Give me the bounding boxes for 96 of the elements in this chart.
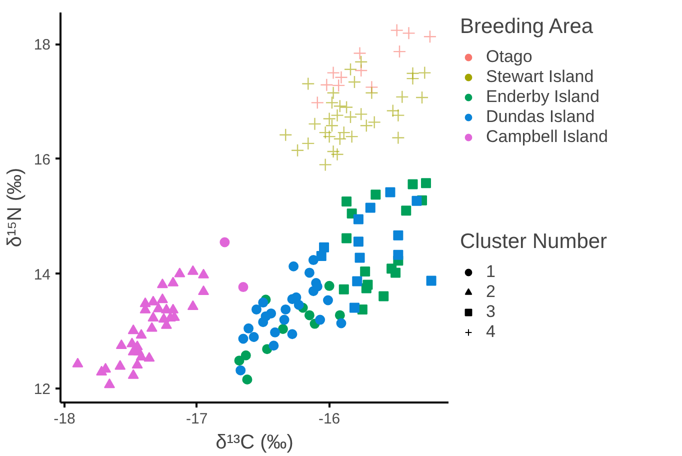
point bbox=[270, 327, 280, 338]
point bbox=[258, 317, 268, 328]
legend-label: 1 bbox=[486, 262, 496, 282]
point bbox=[187, 265, 198, 275]
point bbox=[279, 314, 290, 325]
point bbox=[390, 268, 401, 278]
legend-title: Breeding Area bbox=[460, 15, 594, 39]
point bbox=[240, 350, 251, 360]
point bbox=[308, 255, 318, 266]
point bbox=[361, 283, 372, 294]
y-axis-title: δ¹⁵N (‰) bbox=[4, 168, 26, 248]
legend-label: 4 bbox=[486, 322, 496, 342]
point bbox=[288, 261, 299, 272]
point bbox=[242, 374, 252, 385]
point bbox=[278, 324, 288, 334]
point bbox=[198, 285, 210, 296]
point bbox=[287, 329, 298, 340]
point bbox=[349, 302, 360, 313]
point bbox=[238, 334, 248, 344]
point bbox=[104, 378, 115, 388]
point bbox=[244, 323, 254, 334]
point bbox=[168, 276, 179, 286]
legend-label: 3 bbox=[486, 302, 496, 322]
point bbox=[148, 296, 159, 306]
x-axis-title: δ¹³C (‰) bbox=[216, 432, 294, 454]
point bbox=[304, 268, 314, 278]
point bbox=[72, 358, 84, 368]
x-tick-label: -17 bbox=[186, 410, 208, 428]
point bbox=[168, 304, 179, 314]
point bbox=[401, 206, 412, 216]
point bbox=[220, 237, 230, 248]
point bbox=[174, 268, 186, 278]
point bbox=[280, 304, 291, 314]
legend-label: Stewart Island bbox=[486, 67, 594, 87]
point bbox=[136, 329, 147, 339]
text: Cluster Number bbox=[460, 230, 608, 254]
point bbox=[354, 252, 365, 263]
point bbox=[336, 318, 346, 328]
point bbox=[268, 340, 279, 351]
point bbox=[304, 310, 314, 320]
point bbox=[393, 230, 404, 240]
point bbox=[322, 295, 333, 306]
point bbox=[378, 291, 389, 302]
point bbox=[128, 369, 139, 379]
point bbox=[315, 314, 326, 325]
point bbox=[146, 322, 158, 332]
legend-label: Enderby Island bbox=[486, 87, 600, 107]
point bbox=[365, 202, 376, 213]
legend-label: 2 bbox=[486, 282, 496, 302]
point bbox=[420, 178, 431, 188]
point bbox=[148, 312, 159, 322]
point bbox=[324, 280, 334, 291]
point bbox=[140, 297, 151, 308]
point bbox=[238, 282, 248, 292]
point bbox=[248, 332, 259, 342]
point bbox=[251, 304, 262, 314]
point bbox=[236, 365, 246, 376]
point bbox=[342, 196, 352, 206]
point bbox=[342, 233, 352, 244]
y-tick-label: 14 bbox=[34, 266, 51, 284]
point bbox=[319, 242, 330, 252]
point bbox=[338, 284, 349, 294]
x-tick-label: -16 bbox=[318, 410, 340, 428]
legend-label: Otago bbox=[486, 47, 532, 67]
point bbox=[316, 251, 326, 262]
point bbox=[334, 310, 345, 320]
point bbox=[258, 298, 268, 308]
point bbox=[353, 214, 364, 224]
point bbox=[132, 358, 143, 369]
point bbox=[385, 187, 396, 198]
y-tick-label: 12 bbox=[34, 381, 51, 398]
y-tick-label: 18 bbox=[34, 36, 51, 54]
point bbox=[128, 346, 139, 356]
point bbox=[294, 300, 304, 310]
point bbox=[116, 339, 127, 350]
point bbox=[353, 236, 364, 247]
point bbox=[352, 276, 362, 286]
point bbox=[187, 300, 198, 310]
x-tick-label: -18 bbox=[54, 410, 76, 428]
point bbox=[114, 360, 126, 370]
legend-label: Dundas Island bbox=[486, 107, 595, 127]
legend-label: Campbell Island bbox=[486, 127, 608, 147]
point bbox=[156, 293, 168, 304]
point bbox=[234, 356, 244, 366]
point bbox=[426, 276, 436, 286]
point bbox=[144, 352, 155, 362]
y-tick-label: 16 bbox=[34, 151, 51, 168]
point bbox=[156, 278, 168, 288]
point bbox=[198, 268, 210, 278]
point bbox=[393, 250, 404, 260]
point bbox=[360, 266, 370, 277]
point bbox=[152, 302, 164, 312]
point bbox=[408, 179, 418, 190]
point bbox=[370, 190, 381, 200]
point bbox=[128, 324, 139, 334]
point bbox=[412, 196, 422, 206]
